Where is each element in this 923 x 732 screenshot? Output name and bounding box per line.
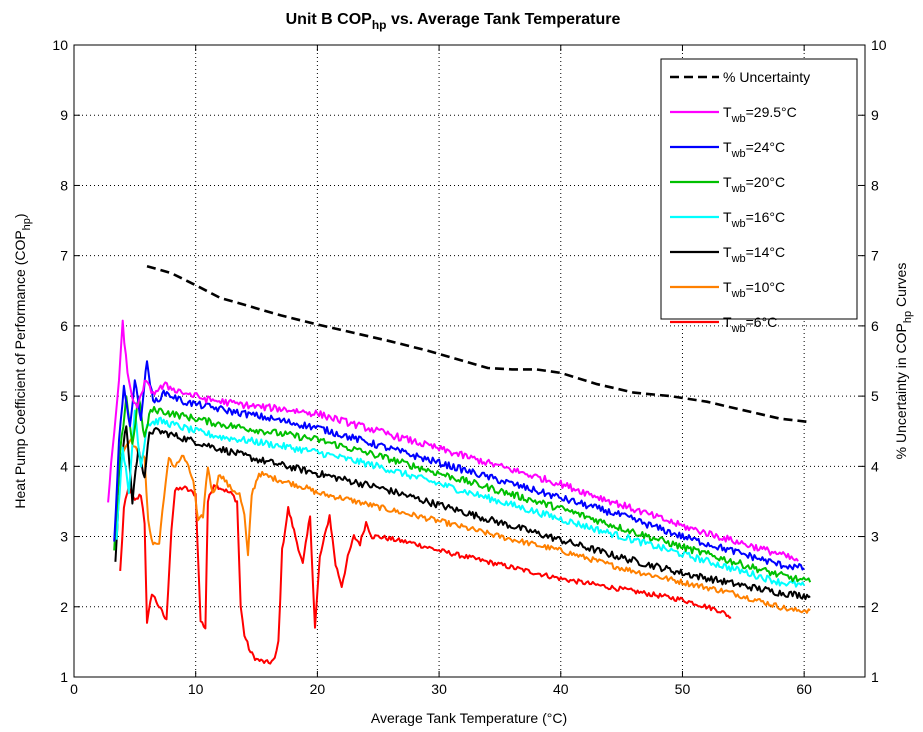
- series-line-0: [146, 264, 811, 424]
- series-line-4: [115, 409, 806, 588]
- y-tick-label-right: 2: [871, 599, 879, 615]
- x-tick-label: 30: [431, 681, 447, 697]
- y-tick-label-right: 5: [871, 388, 879, 404]
- legend: % Uncertainty Twb=29.5°C Twb=24°C Twb=20°C T…: [660, 58, 858, 335]
- series-layer: [107, 264, 812, 665]
- x-tick-label: 40: [553, 681, 569, 697]
- series-line-2: [113, 360, 805, 571]
- legend-label-4: Twb=16°C: [723, 209, 785, 230]
- series-line-1: [107, 319, 799, 562]
- y-tick-label-right: 10: [871, 37, 887, 53]
- y-tick-label-left: 9: [60, 107, 68, 123]
- chart-title: Unit B COPhp vs. Average Tank Temperatur…: [286, 11, 621, 32]
- y-tick-label-right: 3: [871, 529, 879, 545]
- legend-label-0: % Uncertainty: [723, 69, 810, 85]
- legend-label-1: Twb=29.5°C: [723, 104, 797, 125]
- plot-frame: [73, 44, 866, 678]
- legend-label-5: Twb=14°C: [723, 244, 785, 265]
- y-tick-label-left: 7: [60, 248, 68, 264]
- y-tick-label-right: 1: [871, 669, 879, 685]
- legend-label-3: Twb=20°C: [723, 174, 785, 195]
- y-axis-label-right: % Uncertainty in COPhp Curves: [893, 263, 914, 460]
- series-line-6: [116, 437, 811, 614]
- y-tick-label-left: 2: [60, 599, 68, 615]
- y-tick-label-left: 10: [52, 37, 68, 53]
- x-tick-label: 20: [310, 681, 326, 697]
- y-tick-label-right: 4: [871, 458, 879, 474]
- y-tick-label-left: 5: [60, 388, 68, 404]
- y-tick-labels-left: 1 2 3 4 5 6 7 8 9 10: [52, 37, 68, 685]
- y-tick-label-right: 9: [871, 107, 879, 123]
- y-tick-labels-right: 1 2 3 4 5 6 7 8 9 10: [871, 37, 887, 685]
- x-tick-label: 50: [675, 681, 691, 697]
- x-tick-label: 60: [796, 681, 812, 697]
- x-tick-label: 0: [70, 681, 78, 697]
- x-tick-labels: 0 10 20 30 40 50 60: [70, 681, 812, 697]
- y-tick-label-right: 8: [871, 177, 879, 193]
- y-tick-label-left: 3: [60, 529, 68, 545]
- grid: [74, 45, 865, 677]
- y-tick-label-right: 7: [871, 248, 879, 264]
- x-axis-label: Average Tank Temperature (°C): [371, 710, 567, 726]
- series-line-7: [119, 483, 732, 665]
- tick-marks: [73, 44, 865, 678]
- legend-label-6: Twb=10°C: [723, 279, 785, 300]
- x-tick-label: 10: [188, 681, 204, 697]
- y-tick-label-left: 4: [60, 458, 68, 474]
- y-axis-label-left: Heat Pump Coefficient of Performance (CO…: [12, 213, 33, 508]
- series-line-3: [113, 395, 812, 583]
- y-tick-label-left: 1: [60, 669, 68, 685]
- legend-box: [660, 58, 858, 320]
- y-tick-label-right: 6: [871, 318, 879, 334]
- y-tick-label-left: 8: [60, 177, 68, 193]
- series-line-5: [114, 425, 811, 601]
- legend-label-7: Twb=6°C: [723, 314, 777, 335]
- y-tick-label-left: 6: [60, 318, 68, 334]
- legend-label-2: Twb=24°C: [723, 139, 785, 160]
